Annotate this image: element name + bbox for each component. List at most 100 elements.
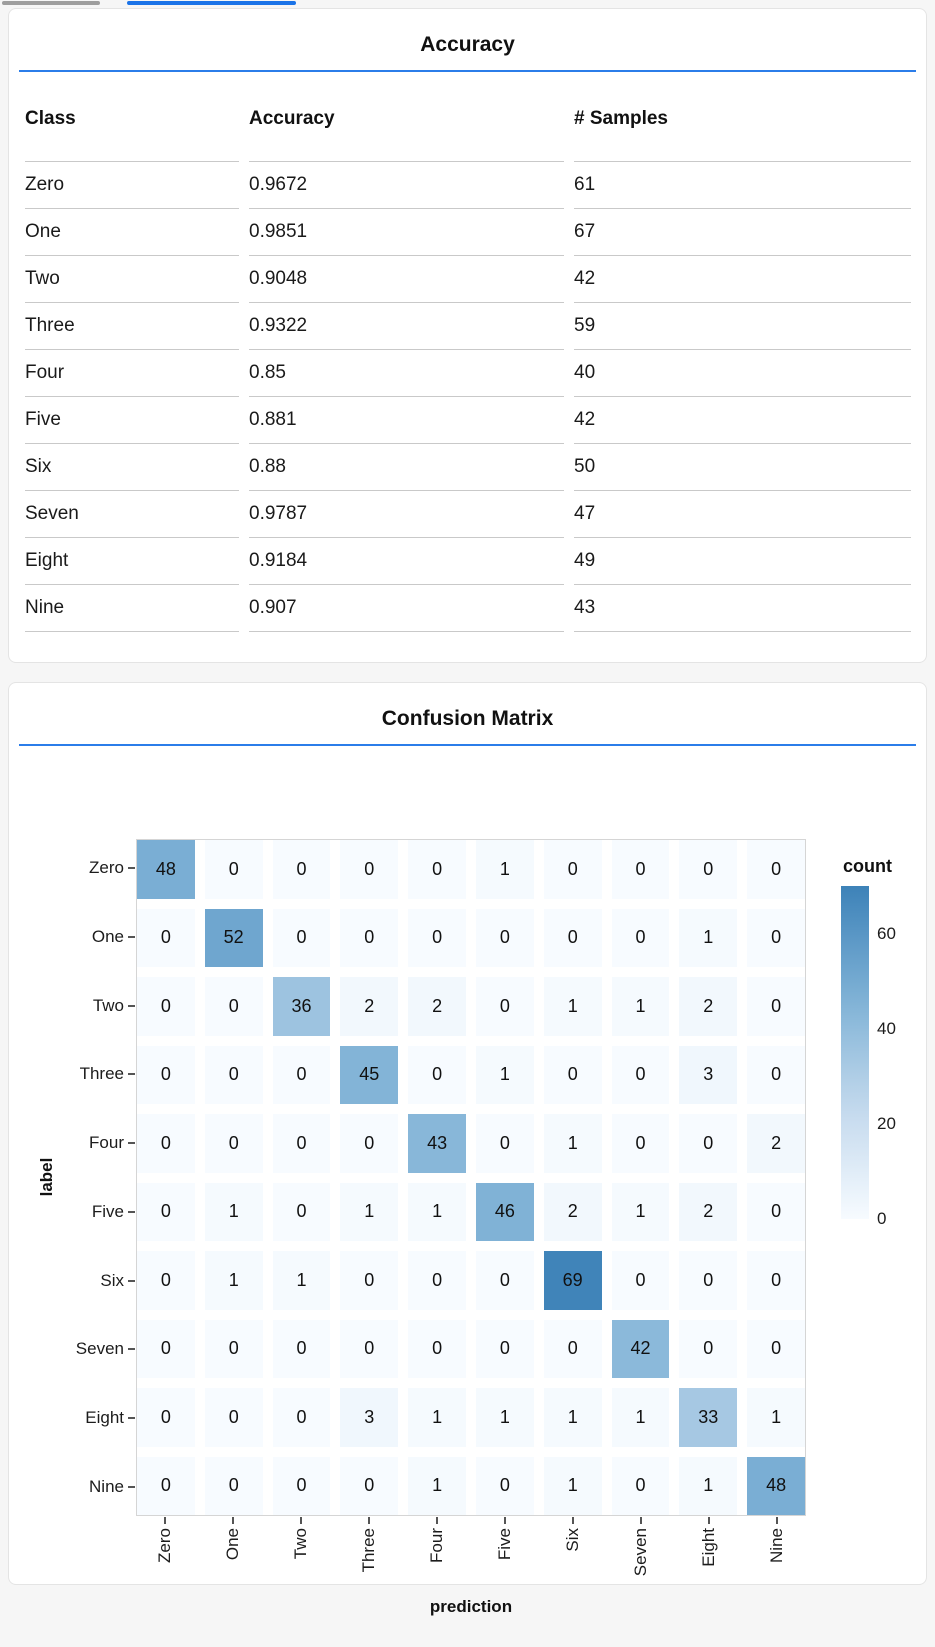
heatmap-cell: 0 <box>747 1045 805 1104</box>
table-row: Four 0.85 40 <box>25 350 911 397</box>
table-cell: Three <box>25 303 239 350</box>
heatmap-cell: 1 <box>679 908 738 967</box>
tab-indicator-inactive[interactable] <box>2 1 100 5</box>
heatmap-cell: 2 <box>747 1114 805 1173</box>
heatmap-cell: 0 <box>340 1319 399 1378</box>
heatmap-cell: 0 <box>340 1456 399 1515</box>
table-cell: 50 <box>574 444 911 491</box>
heatmap-cell: 0 <box>475 1456 534 1515</box>
table-cell: Four <box>25 350 239 397</box>
confusion-matrix-chart: 48 0 0 0 0 1 0 0 0 0 0 52 0 0 0 0 0 0 1 0 0 0 36 2 2 0 1 1 2 0 0 0 0 45 0 1… <box>9 746 926 1647</box>
table-cell: 40 <box>574 350 911 397</box>
heatmap-cell: 46 <box>475 1182 534 1241</box>
accuracy-title-rule <box>19 70 916 72</box>
heatmap-cell: 0 <box>747 840 805 899</box>
y-axis-tick <box>128 867 135 870</box>
heatmap-cell: 2 <box>408 977 466 1036</box>
tab-indicator-active[interactable] <box>127 1 296 5</box>
table-cell: 0.9672 <box>249 162 564 209</box>
y-axis-tick <box>128 1210 135 1213</box>
heatmap-cell: 42 <box>611 1319 670 1378</box>
table-cell: 67 <box>574 209 911 256</box>
heatmap-cell: 0 <box>137 1388 195 1447</box>
heatmap-cell: 43 <box>408 1114 466 1173</box>
heatmap-cell: 0 <box>475 908 534 967</box>
y-axis-tick <box>128 1348 135 1351</box>
table-cell: 0.881 <box>249 397 564 444</box>
y-axis-label: Three <box>79 1064 124 1084</box>
heatmap-cell: 0 <box>204 1114 263 1173</box>
table-cell: 0.9048 <box>249 256 564 303</box>
table-cell: Eight <box>25 538 239 585</box>
table-row: Nine 0.907 43 <box>25 585 911 632</box>
accuracy-card: Accuracy Class Accuracy # Samples Zero 0.96… <box>8 8 927 663</box>
x-axis-tick <box>232 1517 234 1524</box>
table-cell: 49 <box>574 538 911 585</box>
x-axis-tick <box>504 1517 506 1524</box>
y-axis-label: Seven <box>75 1339 124 1359</box>
heatmap-cell: 1 <box>679 1456 738 1515</box>
x-axis-tick <box>368 1517 370 1524</box>
heatmap-cell: 48 <box>137 840 195 899</box>
heatmap-cell: 1 <box>475 1045 534 1104</box>
heatmap-cell: 0 <box>272 1114 331 1173</box>
heatmap-cell: 0 <box>475 1114 534 1173</box>
table-cell: 0.9851 <box>249 209 564 256</box>
legend-gradient-bar <box>841 886 869 1219</box>
y-axis-label: Six <box>100 1270 124 1290</box>
heatmap-cell: 0 <box>611 1456 670 1515</box>
heatmap-cell: 0 <box>137 1182 195 1241</box>
heatmap-cell: 0 <box>611 1251 670 1310</box>
confusion-matrix-title-rule <box>19 744 916 746</box>
heatmap-cell: 1 <box>543 1114 602 1173</box>
legend-tick-label: 20 <box>877 1113 896 1133</box>
heatmap-cell: 1 <box>204 1182 263 1241</box>
x-axis-label: Zero <box>155 1528 174 1563</box>
y-axis-label: Five <box>91 1201 124 1221</box>
heatmap-cell: 0 <box>747 1182 805 1241</box>
heatmap-cell: 1 <box>611 1388 670 1447</box>
heatmap-cell: 1 <box>475 840 534 899</box>
legend-tick-label: 60 <box>877 923 896 943</box>
table-cell: 0.9184 <box>249 538 564 585</box>
heatmap-cell: 0 <box>272 840 331 899</box>
heatmap-cell: 1 <box>408 1456 466 1515</box>
x-axis-tick <box>640 1517 642 1524</box>
heatmap-cell: 0 <box>272 1045 331 1104</box>
y-axis-label: Zero <box>89 858 124 878</box>
heatmap-cell: 0 <box>272 908 331 967</box>
heatmap-cell: 0 <box>747 1251 805 1310</box>
legend-title: count <box>843 856 892 876</box>
heatmap-cell: 0 <box>475 977 534 1036</box>
table-cell: 0.907 <box>249 585 564 632</box>
table-cell: Zero <box>25 162 239 209</box>
y-axis-tick <box>128 1142 135 1145</box>
table-cell: 0.88 <box>249 444 564 491</box>
legend-tick-label: 40 <box>877 1018 896 1038</box>
y-axis-label: Eight <box>85 1407 124 1427</box>
heatmap-cell: 1 <box>611 977 670 1036</box>
x-axis-label: Five <box>495 1528 514 1561</box>
table-row: Two 0.9048 42 <box>25 256 911 303</box>
y-axis-tick <box>128 1004 135 1007</box>
table-cell: 61 <box>574 162 911 209</box>
heatmap-cell: 69 <box>543 1251 602 1310</box>
heatmap-cell: 52 <box>204 908 263 967</box>
legend-tick-label: 0 <box>877 1209 887 1228</box>
heatmap-cell: 0 <box>611 1114 670 1173</box>
heatmap-cell: 0 <box>137 1319 195 1378</box>
heatmap-cell: 0 <box>137 1114 195 1173</box>
heatmap-cell: 0 <box>408 840 466 899</box>
heatmap-cell: 2 <box>340 977 399 1036</box>
table-cell: Nine <box>25 585 239 632</box>
x-axis-label: Two <box>291 1528 310 1560</box>
heatmap-cell: 1 <box>204 1251 263 1310</box>
x-axis-tick <box>300 1517 302 1524</box>
heatmap-cell: 1 <box>543 1456 602 1515</box>
heatmap-cell: 0 <box>137 977 195 1036</box>
x-axis-label: Eight <box>699 1528 718 1567</box>
heatmap-cell: 33 <box>679 1388 738 1447</box>
heatmap-cell: 45 <box>340 1045 399 1104</box>
heatmap-cell: 0 <box>747 908 805 967</box>
table-row: Seven 0.9787 47 <box>25 491 911 538</box>
